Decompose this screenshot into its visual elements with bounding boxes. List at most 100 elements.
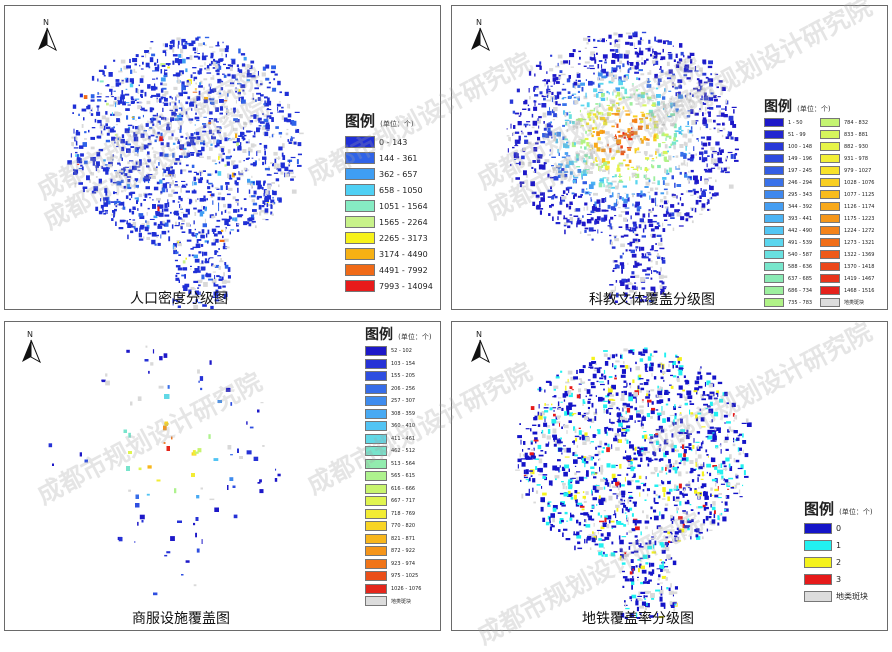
legend-item: 149 - 196 (764, 154, 820, 163)
legend-label: 1126 - 1174 (844, 203, 875, 210)
legend-label: 295 - 343 (788, 191, 813, 198)
legend-swatch (820, 226, 840, 235)
legend-unit: (单位：个) (398, 333, 432, 341)
panel-title: 人口密度分级图 (130, 291, 228, 307)
legend-label: 975 - 1025 (391, 573, 419, 579)
legend-label: 103 - 154 (391, 360, 416, 367)
legend-item: 735 - 783 (764, 298, 820, 307)
legend-item: 344 - 392 (764, 202, 820, 211)
north-arrow-icon: N (35, 18, 59, 54)
legend-label: 667 - 717 (391, 498, 416, 504)
legend-swatch (365, 471, 387, 481)
legend-item: 3 (804, 574, 873, 585)
legend-swatch (365, 546, 387, 556)
legend-item: 833 - 881 (820, 130, 880, 139)
legend-item: 155 - 205 (365, 371, 432, 381)
north-label: N (476, 330, 482, 339)
legend-swatch (365, 521, 387, 531)
legend-label: 7993 - 14094 (379, 281, 433, 291)
panel-title: 地铁覆盖率分级图 (582, 611, 694, 627)
legend-label: 4491 - 7992 (379, 265, 428, 275)
legend-swatch (820, 142, 840, 151)
legend-label: 658 - 1050 (379, 185, 423, 195)
legend-label: 地类斑块 (844, 300, 865, 306)
legend-swatch (764, 178, 784, 187)
north-label: N (27, 330, 33, 339)
legend-label: 872 - 922 (391, 548, 416, 554)
legend-item-land-patch: 地类斑块 (365, 596, 432, 606)
legend-swatch (365, 396, 387, 406)
legend-item: 52 - 102 (365, 346, 432, 356)
legend-item: 1026 - 1076 (365, 583, 432, 594)
legend-label: 462 - 512 (391, 448, 416, 454)
legend-unit: (单位：个) (839, 508, 873, 516)
legend-label: 588 - 636 (788, 263, 813, 270)
legend-swatch (820, 118, 840, 127)
legend-swatch (764, 274, 784, 283)
legend-label: 686 - 734 (788, 287, 813, 294)
legend-label: 1 - 50 (788, 119, 803, 126)
legend-label: 979 - 1027 (844, 167, 872, 174)
legend-label: 地类斑块 (391, 598, 412, 605)
legend-item: 103 - 154 (365, 358, 432, 369)
legend-label: 1565 - 2264 (379, 217, 428, 227)
legend-swatch (804, 523, 832, 534)
map-canvas-population (67, 36, 304, 309)
legend-swatch (345, 136, 375, 148)
legend-label: 442 - 490 (788, 227, 813, 234)
legend-swatch (345, 168, 375, 180)
legend-item: 7993 - 14094 (345, 280, 433, 292)
legend-label: 821 - 871 (391, 535, 416, 542)
legend-item: 0 - 143 (345, 136, 433, 148)
legend-swatch (365, 508, 387, 519)
legend-swatch (764, 154, 784, 163)
legend-item: 616 - 666 (365, 483, 432, 494)
legend-swatch (804, 591, 832, 602)
legend-label: 784 - 832 (844, 119, 869, 126)
map-canvas-education (506, 31, 739, 305)
legend-swatch (365, 421, 387, 431)
legend-item: 2 (804, 557, 873, 568)
legend-label: 1077 - 1125 (844, 191, 875, 198)
legend-swatch (764, 118, 784, 127)
legend-label: 257 - 307 (391, 398, 416, 404)
legend-item: 442 - 490 (764, 226, 820, 235)
legend-label: 491 - 539 (788, 239, 813, 246)
legend-label: 565 - 615 (391, 473, 416, 479)
legend-label: 1322 - 1369 (844, 251, 875, 258)
legend-item: 1565 - 2264 (345, 216, 433, 228)
legend-swatch (345, 264, 375, 276)
legend-label: 3174 - 4490 (379, 249, 428, 259)
legend-label: 2 (836, 558, 842, 567)
legend-swatch (820, 130, 840, 139)
legend: 图例 (单位：个) 0 1 2 3 地类斑块 (804, 498, 873, 608)
legend-item: 360 - 410 (365, 421, 432, 431)
north-arrow-icon: N (468, 18, 492, 54)
legend-swatch (820, 262, 840, 271)
legend-label: 360 - 410 (391, 423, 416, 429)
legend-swatch (365, 558, 387, 569)
legend-swatch (804, 540, 832, 551)
legend-item: 882 - 930 (820, 142, 880, 151)
legend-item: 637 - 685 (764, 274, 820, 283)
legend-swatch (345, 232, 375, 244)
legend-item-land-patch: 地类斑块 (820, 298, 880, 307)
legend-item: 1077 - 1125 (820, 190, 880, 199)
legend-swatch (764, 262, 784, 271)
legend-swatch (345, 152, 375, 164)
legend-label: 1 (836, 541, 842, 550)
legend-item: 308 - 359 (365, 408, 432, 419)
legend-swatch (764, 166, 784, 175)
legend-title: 图例 (345, 112, 376, 130)
legend-label: 770 - 820 (391, 523, 416, 529)
north-arrow-icon: N (468, 330, 492, 366)
legend-swatch (820, 154, 840, 163)
legend-item: 513 - 564 (365, 458, 432, 469)
map-panel-commercial-services: N 图例 (单位：个) 52 - 102 103 - 154 155 - 205 20… (4, 321, 441, 631)
legend-swatch (365, 583, 387, 594)
legend-item: 246 - 294 (764, 178, 820, 187)
legend-label: 197 - 245 (788, 167, 813, 174)
legend-swatch (345, 248, 375, 260)
map-panel-population-density: N 图例 (单位：个) 0 - 143 144 - 361 362 - 657 658… (4, 5, 441, 310)
legend-swatch (764, 130, 784, 139)
